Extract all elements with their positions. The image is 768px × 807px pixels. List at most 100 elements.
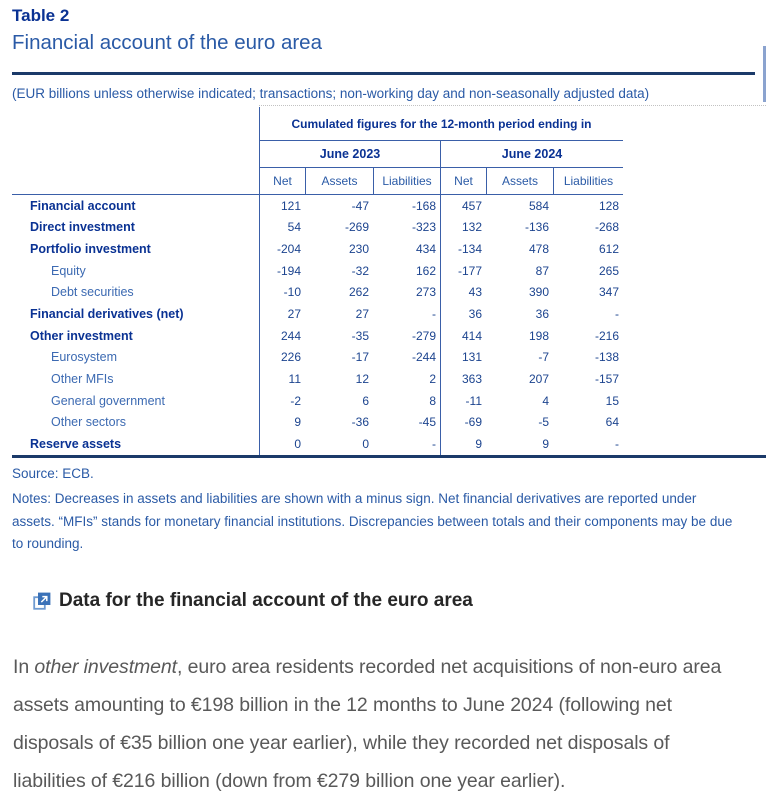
table-cell: 207 bbox=[528, 372, 549, 387]
right-edge-line bbox=[763, 46, 766, 102]
table-cell: -69 bbox=[440, 411, 486, 434]
table-row: Financial account 121 -47 -168 457 584 1… bbox=[12, 195, 623, 217]
row-label: Portfolio investment bbox=[30, 242, 151, 257]
paragraph-lead: In bbox=[13, 656, 30, 678]
table-cell: -32 bbox=[351, 263, 369, 278]
row-label: Direct investment bbox=[30, 220, 135, 235]
table-cell: 262 bbox=[348, 285, 369, 300]
table-cell: -10 bbox=[259, 281, 305, 304]
row-label: Other investment bbox=[30, 328, 133, 343]
table-cell: - bbox=[615, 437, 619, 452]
row-label: Financial account bbox=[30, 198, 136, 213]
table-group-row: June 2023 June 2024 bbox=[12, 141, 623, 168]
table-cell: -323 bbox=[411, 220, 436, 235]
table-cell: 434 bbox=[415, 242, 436, 257]
column-group-june-2024: June 2024 bbox=[440, 141, 623, 168]
table-row: Debt securities -10 262 273 43 390 347 bbox=[12, 281, 623, 304]
table-cell: - bbox=[432, 437, 436, 452]
table-cell: -268 bbox=[594, 220, 619, 235]
table-bottom-divider bbox=[12, 455, 766, 458]
table-cell: 132 bbox=[440, 216, 486, 239]
table-cell: 8 bbox=[429, 393, 436, 408]
table-cell: -7 bbox=[538, 350, 549, 365]
table-cell: -269 bbox=[344, 220, 369, 235]
table-cell: -2 bbox=[259, 389, 305, 412]
table-row: General government -2 6 8 -11 4 15 bbox=[12, 389, 623, 412]
body-paragraph: In other investment, euro area residents… bbox=[13, 648, 747, 800]
table-cell: 612 bbox=[598, 242, 619, 257]
row-label: General government bbox=[51, 393, 165, 408]
table-cell: 230 bbox=[348, 242, 369, 257]
table-cell: 87 bbox=[535, 263, 549, 278]
table-cell: 64 bbox=[605, 415, 619, 430]
table-cell: -138 bbox=[594, 350, 619, 365]
row-label: Equity bbox=[51, 263, 86, 278]
table-top-divider bbox=[259, 105, 766, 106]
subheader-net: Net bbox=[259, 168, 305, 195]
table-cell: 414 bbox=[440, 324, 486, 347]
source-text: Source: ECB. bbox=[12, 466, 94, 481]
table-cell: -45 bbox=[418, 415, 436, 430]
row-label: Other MFIs bbox=[51, 372, 114, 387]
table-cell: -157 bbox=[594, 372, 619, 387]
empty-corner-cell bbox=[12, 168, 259, 195]
external-link-icon[interactable] bbox=[33, 592, 51, 610]
table-cell: 36 bbox=[535, 307, 549, 322]
table-cell: -204 bbox=[259, 238, 305, 260]
table-cell: -194 bbox=[259, 259, 305, 282]
table-cell: 43 bbox=[440, 281, 486, 304]
table-row: Portfolio investment -204 230 434 -134 4… bbox=[12, 238, 623, 260]
data-link[interactable]: Data for the financial account of the eu… bbox=[33, 590, 473, 612]
table-cell: 131 bbox=[440, 346, 486, 369]
table-cell: 36 bbox=[440, 303, 486, 325]
financial-account-table: Cumulated figures for the 12-month perio… bbox=[12, 107, 623, 455]
table-cell: 273 bbox=[415, 285, 436, 300]
table-number-label: Table 2 bbox=[12, 6, 70, 25]
subheader-liabilities: Liabilities bbox=[373, 168, 440, 195]
table-cell: -244 bbox=[411, 350, 436, 365]
table-row: Other MFIs 11 12 2 363 207 -157 bbox=[12, 368, 623, 390]
table-cell: - bbox=[615, 307, 619, 322]
subheader-assets: Assets bbox=[305, 168, 373, 195]
table-cell: -136 bbox=[524, 220, 549, 235]
table-row: Financial derivatives (net) 27 27 - 36 3… bbox=[12, 303, 623, 325]
table-cell: -177 bbox=[440, 259, 486, 282]
table-row: Eurosystem 226 -17 -244 131 -7 -138 bbox=[12, 346, 623, 369]
table-cell: -17 bbox=[351, 350, 369, 365]
paragraph-body: , euro area residents recorded net acqui… bbox=[13, 656, 722, 792]
table-subheader-row: Net Assets Liabilities Net Assets Liabil… bbox=[12, 168, 623, 195]
table-cell: 6 bbox=[362, 393, 369, 408]
table-cell: -279 bbox=[411, 328, 436, 343]
paragraph-emphasis: other investment bbox=[34, 656, 177, 678]
table-cell: -35 bbox=[351, 328, 369, 343]
table-cell: 162 bbox=[415, 263, 436, 278]
table-cell: 457 bbox=[440, 195, 486, 217]
title-divider bbox=[12, 72, 755, 75]
table-cell: 9 bbox=[440, 433, 486, 455]
table-cell: 27 bbox=[355, 307, 369, 322]
table-cell: 54 bbox=[259, 216, 305, 239]
table-cell: 11 bbox=[259, 368, 305, 390]
table-row: Reserve assets 0 0 - 9 9 - bbox=[12, 433, 623, 455]
table-cell: 2 bbox=[429, 372, 436, 387]
table-cell: 198 bbox=[528, 328, 549, 343]
table-row: Other investment 244 -35 -279 414 198 -2… bbox=[12, 324, 623, 347]
table-cell: -5 bbox=[538, 415, 549, 430]
table-cell: 12 bbox=[355, 372, 369, 387]
table-cell: 121 bbox=[259, 195, 305, 217]
table-cell: - bbox=[432, 307, 436, 322]
data-link-label[interactable]: Data for the financial account of the eu… bbox=[59, 590, 473, 611]
table-cell: 265 bbox=[598, 263, 619, 278]
table-cell: 363 bbox=[440, 368, 486, 390]
table-cell: 4 bbox=[542, 393, 549, 408]
table-cell: 347 bbox=[598, 285, 619, 300]
column-group-june-2023: June 2023 bbox=[259, 141, 440, 168]
table-cell: 584 bbox=[528, 198, 549, 213]
table-cell: 15 bbox=[605, 393, 619, 408]
row-label: Other sectors bbox=[51, 415, 127, 430]
table-cell: -216 bbox=[594, 328, 619, 343]
table-cell: 9 bbox=[259, 411, 305, 434]
table-cell: -134 bbox=[440, 238, 486, 260]
table-cell: -36 bbox=[351, 415, 369, 430]
row-label: Eurosystem bbox=[51, 350, 117, 365]
